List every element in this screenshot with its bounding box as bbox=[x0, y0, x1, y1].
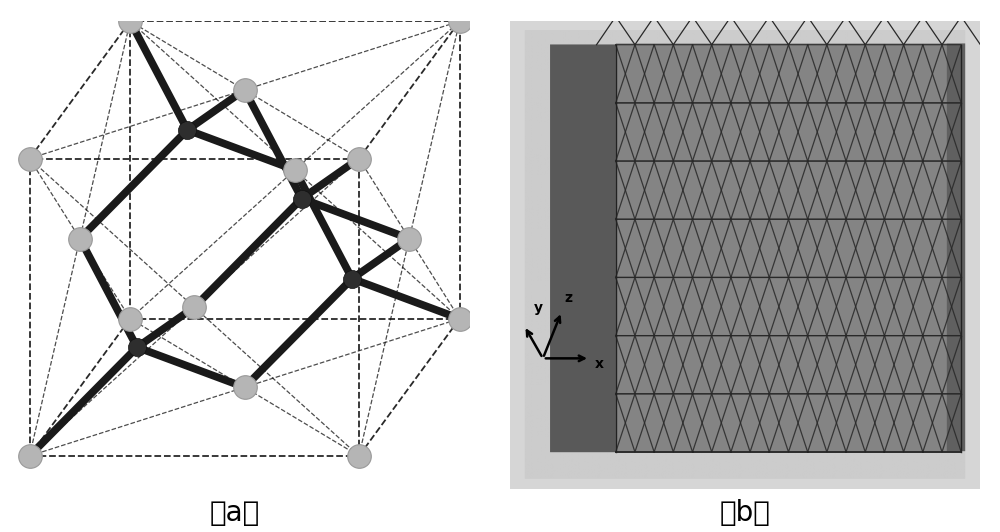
Text: y: y bbox=[534, 301, 542, 314]
Text: （b）: （b） bbox=[720, 500, 770, 527]
Text: z: z bbox=[564, 291, 572, 305]
Text: x: x bbox=[595, 357, 604, 371]
Text: （a）: （a） bbox=[210, 500, 260, 527]
